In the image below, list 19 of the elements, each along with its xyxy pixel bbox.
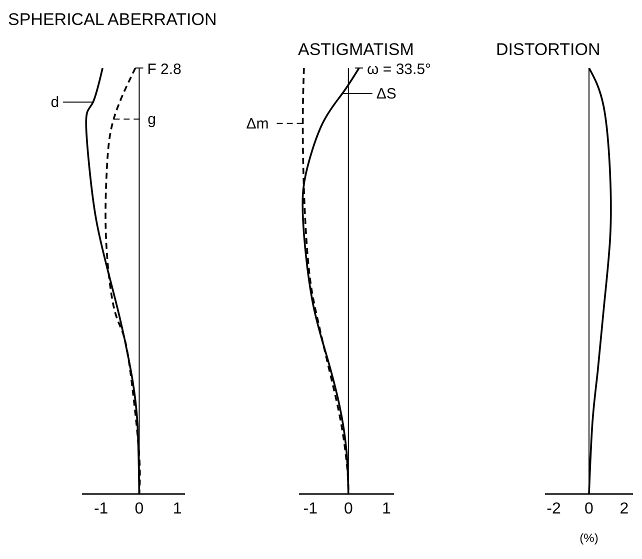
x-tick-label: -2 [546, 500, 562, 518]
x-tick-label: 2 [620, 500, 629, 518]
chart-title: DISTORTION [496, 40, 600, 60]
x-tick-label: -1 [94, 500, 108, 518]
text: Δm [246, 115, 269, 132]
x-axis-title: (%) [580, 531, 598, 545]
x-tick-label: 0 [344, 500, 353, 518]
series-label: d [50, 94, 60, 112]
x-tick-label: 0 [584, 500, 594, 518]
legend-label: ΔS [376, 86, 396, 103]
x-tick-label: 0 [134, 500, 144, 518]
x-tick-label: 1 [172, 500, 182, 518]
chart-title: ASTIGMATISM [298, 40, 414, 60]
chart-title: SPHERICAL ABERRATION [8, 10, 217, 30]
x-tick-label: 1 [382, 500, 391, 518]
legend-label: g [148, 111, 156, 128]
x-tick-label: -1 [303, 500, 318, 518]
annotation: ω = 33.5° [367, 61, 432, 78]
annotation: F 2.8 [147, 61, 182, 78]
